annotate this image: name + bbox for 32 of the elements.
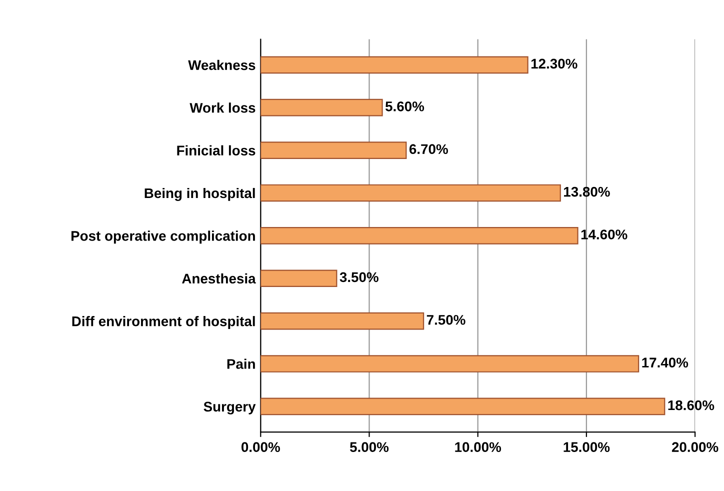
bar — [260, 227, 578, 244]
y-tick-label: Finicial loss — [177, 145, 256, 156]
data-label: 12.30% — [531, 58, 578, 69]
y-tick-label: Weakness — [188, 60, 256, 70]
data-label: 6.70% — [409, 144, 448, 154]
x-tick-label: 10.00% — [455, 442, 502, 452]
data-label: 18.60% — [668, 400, 714, 410]
y-tick-label: Being in hospital — [144, 188, 255, 201]
data-label: 3.50% — [340, 272, 378, 282]
bar — [260, 184, 561, 202]
y-tick-label: Work loss — [190, 102, 256, 113]
bar — [260, 56, 528, 74]
y-tick-label: Pain — [227, 358, 255, 369]
data-label: 13.80% — [564, 186, 610, 197]
x-tick-label: 0.00% — [242, 442, 280, 452]
data-label: 14.60% — [581, 230, 628, 240]
y-tick-label: Anesthesia — [182, 273, 256, 284]
bar — [260, 270, 338, 288]
data-label: 5.60% — [385, 101, 424, 112]
data-label: 17.40% — [642, 358, 688, 368]
bar — [260, 98, 383, 116]
x-tick-label: 5.00% — [350, 442, 389, 452]
x-tick-label: 20.00% — [672, 442, 718, 452]
y-tick-label: Surgery — [204, 402, 256, 414]
y-tick-label: Diff environment of hospital — [72, 316, 255, 329]
y-tick-label: Post operative complication — [71, 230, 255, 244]
bar — [260, 355, 640, 372]
x-tick-label: 15.00% — [564, 442, 610, 452]
data-label: 7.50% — [426, 314, 466, 325]
bar — [260, 312, 424, 330]
bar — [260, 142, 407, 159]
bar — [260, 398, 666, 416]
